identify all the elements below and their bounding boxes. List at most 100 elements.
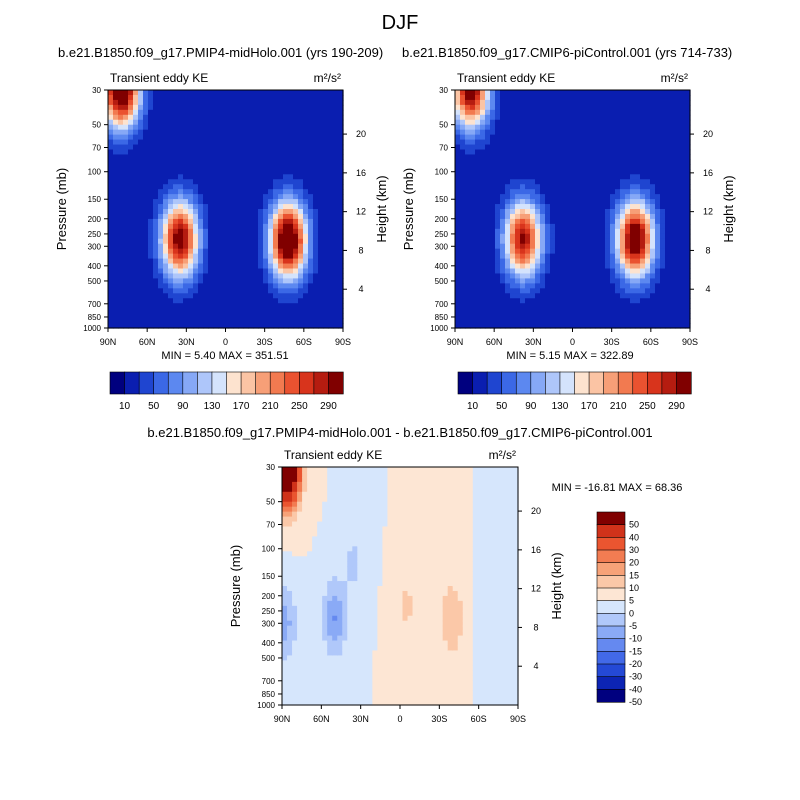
- field-cell: [665, 273, 671, 280]
- field-cell: [293, 129, 299, 136]
- field-cell: [655, 164, 661, 170]
- field-cell: [615, 139, 621, 146]
- field-cell: [313, 149, 319, 156]
- field-cell: [665, 144, 671, 151]
- field-cell: [680, 298, 686, 304]
- field-cell: [193, 238, 199, 245]
- field-cell: [308, 104, 314, 111]
- field-cell: [158, 268, 164, 275]
- field-cell: [550, 104, 556, 111]
- field-cell: [243, 164, 249, 170]
- field-cell: [318, 104, 324, 111]
- field-cell: [505, 323, 511, 329]
- field-cell: [323, 169, 329, 175]
- field-cell: [605, 253, 611, 260]
- field-cell: [680, 308, 686, 314]
- field-cell: [308, 194, 314, 200]
- field-cell: [228, 323, 234, 329]
- field-cell: [288, 223, 294, 230]
- field-cell: [645, 184, 651, 190]
- field-cell: [278, 124, 284, 131]
- field-cell: [640, 184, 646, 190]
- field-cell: [328, 199, 334, 205]
- field-cell: [223, 288, 229, 294]
- field-cell: [510, 248, 516, 255]
- field-cell: [163, 124, 169, 131]
- field-cell: [123, 218, 129, 225]
- field-cell: [198, 248, 204, 255]
- field-cell: [605, 308, 611, 314]
- field-cell: [515, 298, 521, 304]
- field-cell: [213, 154, 219, 161]
- field-cell: [248, 124, 254, 131]
- field-cell: [550, 323, 556, 329]
- field-cell: [680, 114, 686, 121]
- field-cell: [675, 194, 681, 200]
- field-cell: [303, 263, 309, 270]
- field-cell: [288, 109, 294, 116]
- field-cell: [545, 228, 551, 235]
- field-cell: [258, 273, 264, 280]
- colorbar-label: 90: [525, 401, 537, 412]
- field-cell: [178, 243, 184, 250]
- field-cell: [282, 581, 288, 587]
- field-cell: [475, 248, 481, 255]
- field-cell: [580, 263, 586, 270]
- field-cell: [590, 308, 596, 314]
- field-cell: [455, 318, 461, 324]
- field-cell: [268, 273, 274, 280]
- field-cell: [570, 323, 576, 329]
- field-cell: [307, 675, 313, 681]
- field-cell: [318, 174, 324, 180]
- field-cell: [307, 546, 313, 552]
- field-cell: [253, 258, 259, 265]
- field-cell: [287, 541, 293, 547]
- field-cell: [540, 199, 546, 205]
- field-cell: [143, 243, 149, 250]
- field-cell: [253, 243, 259, 250]
- field-cell: [550, 94, 556, 101]
- field-cell: [640, 238, 646, 245]
- field-cell: [292, 650, 298, 657]
- field-cell: [312, 496, 318, 503]
- field-cell: [630, 114, 636, 121]
- field-cell: [303, 223, 309, 230]
- field-cell: [680, 223, 686, 230]
- field-cell: [480, 238, 486, 245]
- colorbar-label: 90: [177, 401, 189, 412]
- field-cell: [258, 134, 264, 141]
- field-cell: [193, 213, 199, 220]
- field-cell: [655, 233, 661, 240]
- field-cell: [465, 94, 471, 101]
- field-cell: [113, 189, 119, 195]
- field-cell: [665, 288, 671, 294]
- field-cell: [590, 278, 596, 284]
- field-cell: [188, 159, 194, 165]
- field-cell: [153, 223, 159, 230]
- field-cell: [328, 293, 334, 299]
- field-cell: [545, 99, 551, 106]
- field-cell: [580, 99, 586, 106]
- field-cell: [480, 228, 486, 235]
- field-cell: [535, 159, 541, 165]
- field-cell: [560, 174, 566, 180]
- field-cell: [118, 308, 124, 314]
- field-cell: [610, 194, 616, 200]
- field-cell: [228, 99, 234, 106]
- field-cell: [655, 199, 661, 205]
- field-cell: [535, 114, 541, 121]
- field-cell: [168, 99, 174, 106]
- field-cell: [228, 283, 234, 289]
- field-cell: [268, 308, 274, 314]
- field-cell: [615, 233, 621, 240]
- field-cell: [248, 99, 254, 106]
- field-cell: [312, 551, 318, 557]
- field-cell: [575, 119, 581, 126]
- field-cell: [640, 164, 646, 170]
- field-cell: [680, 318, 686, 324]
- field-cell: [313, 323, 319, 329]
- field-cell: [475, 243, 481, 250]
- field-cell: [302, 645, 308, 652]
- field-cell: [545, 263, 551, 270]
- field-cell: [545, 233, 551, 240]
